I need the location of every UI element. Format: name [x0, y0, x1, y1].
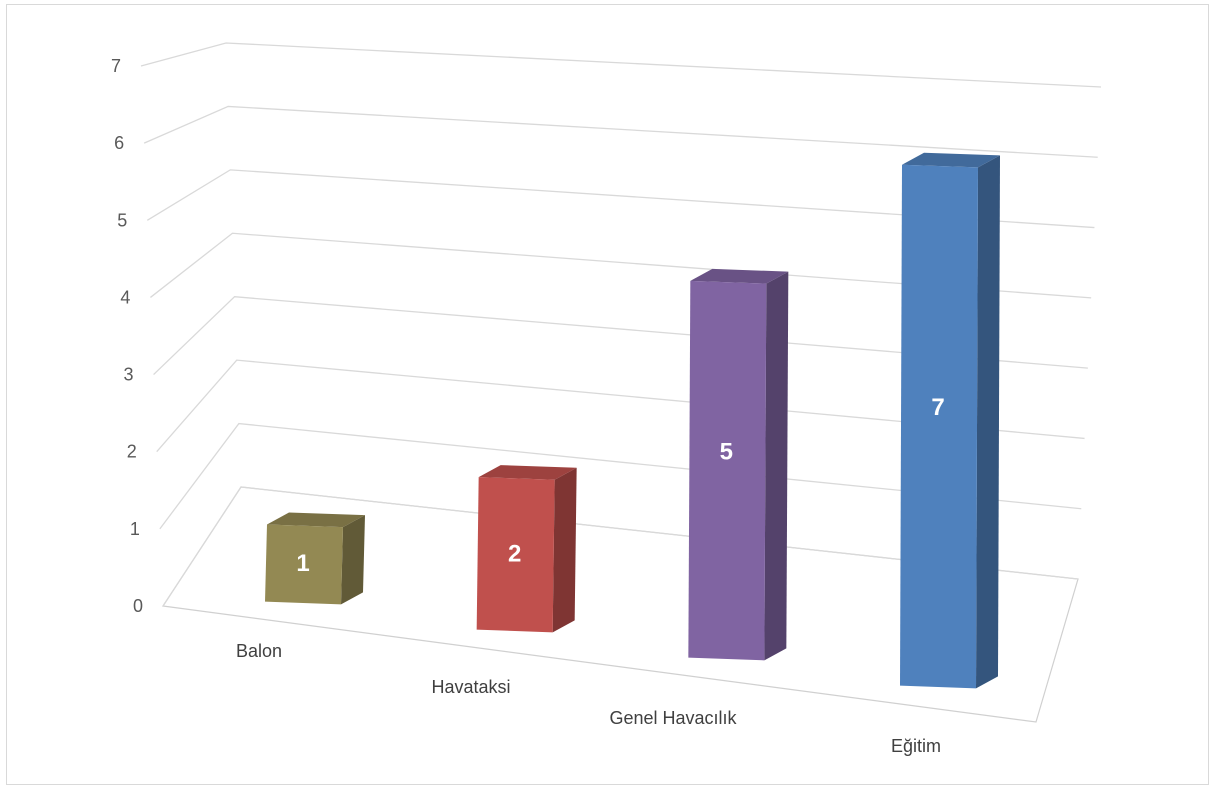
- bar-1: [476, 477, 555, 633]
- y-tick-label-6: 6: [114, 133, 124, 153]
- bar-0: [265, 524, 343, 605]
- y-tick-label-0: 0: [133, 596, 143, 616]
- bar-side-0: [341, 515, 365, 605]
- bar-top-0: [267, 512, 365, 528]
- bar-side-2: [764, 271, 789, 661]
- gridline-5: [146, 169, 1095, 229]
- category-label-1: Havataksi: [431, 677, 510, 697]
- bar-top-3: [902, 152, 1000, 168]
- y-tick-label-4: 4: [120, 287, 130, 307]
- y-tick-label-7: 7: [111, 56, 121, 76]
- gridline-0: [162, 486, 1079, 607]
- bar-side-3: [976, 155, 1000, 689]
- y-tick-label-1: 1: [130, 519, 140, 539]
- data-label-1: 2: [508, 540, 521, 567]
- gridline-7: [140, 42, 1102, 88]
- category-label-3: Eğitim: [891, 736, 941, 756]
- bar-2: [688, 280, 767, 661]
- data-label-2: 5: [720, 438, 733, 465]
- category-label-0: Balon: [236, 641, 282, 661]
- gridline-3: [153, 296, 1088, 376]
- bar-3: [900, 164, 978, 689]
- data-label-3: 7: [931, 394, 944, 421]
- gridline-2: [156, 359, 1085, 453]
- gridline-4: [150, 232, 1092, 299]
- gridline-1: [159, 422, 1082, 530]
- bar-top-2: [690, 268, 789, 284]
- chart-frame: 0 1 2 3 4 5 6 7 1 Balon 2 Havataksi 5 Genel Havacılık…: [6, 4, 1209, 785]
- bar-side-1: [552, 467, 577, 633]
- bar-top-1: [478, 465, 577, 480]
- category-label-2: Genel Havacılık: [609, 708, 737, 728]
- y-tick-label-3: 3: [124, 365, 134, 385]
- data-label-0: 1: [296, 550, 309, 577]
- y-tick-label-5: 5: [117, 210, 127, 230]
- bar-chart-3d: 0 1 2 3 4 5 6 7 1 Balon 2 Havataksi 5 Genel Havacılık…: [111, 42, 1102, 756]
- gridline-6: [143, 105, 1098, 158]
- y-tick-label-2: 2: [127, 442, 137, 462]
